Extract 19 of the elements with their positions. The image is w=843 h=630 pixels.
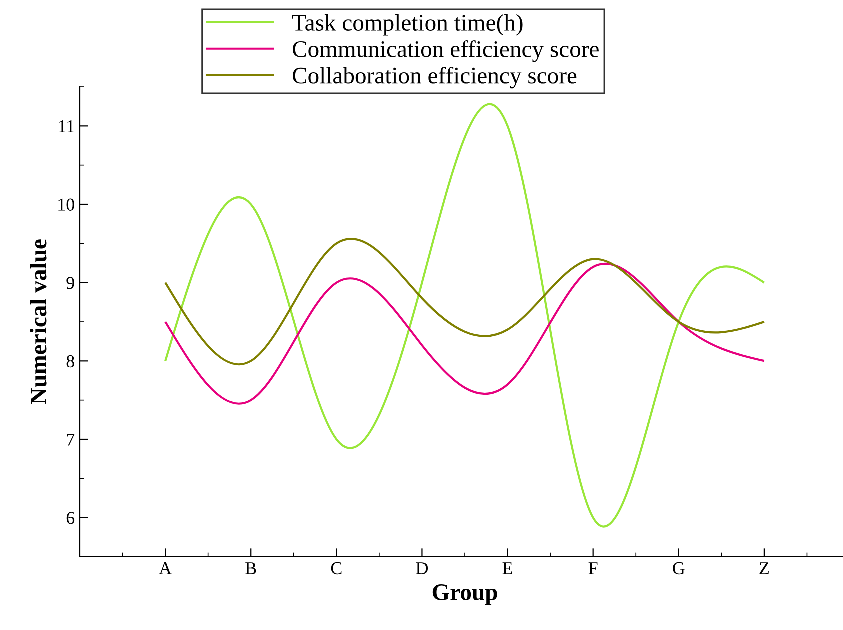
y-axis-title: Numerical value [30,240,47,404]
y-tick-label: 10 [58,198,74,211]
x-tick-label: F [588,562,598,574]
legend-label: Collaboration efficiency score [293,66,577,89]
x-tick-label: A [159,562,172,574]
x-tick-label: C [331,562,342,575]
y-tick-label: 6 [66,512,75,524]
x-tick-label: D [416,562,428,574]
legend-label: Task completion time(h) [292,14,523,36]
x-tick-label: E [502,562,512,574]
x-tick-label: Z [760,562,769,574]
y-tick-label: 8 [66,355,74,368]
y-tick-label: 7 [67,434,75,446]
y-tick-label: 11 [59,120,74,132]
x-tick-label: B [246,562,256,574]
y-tick-label: 9 [66,277,74,290]
x-tick-label: G [673,562,685,575]
legend-label: Communication efficiency score [293,40,599,62]
x-axis-title: Group [432,584,498,606]
